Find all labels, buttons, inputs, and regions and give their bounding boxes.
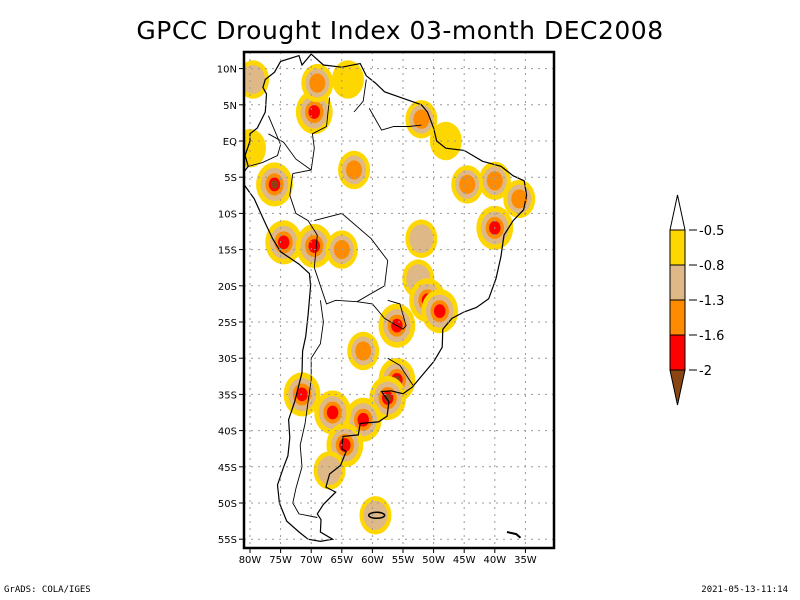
national-border bbox=[292, 300, 324, 518]
lat-tick-label: 10S bbox=[218, 209, 237, 220]
lat-tick-label: 20S bbox=[218, 282, 237, 293]
lat-tick-label: 55S bbox=[218, 535, 237, 546]
legend-below-triangle bbox=[669, 369, 686, 406]
drought-shade-contour bbox=[363, 500, 388, 530]
national-border bbox=[353, 79, 367, 113]
legend-color-box bbox=[669, 334, 686, 371]
drought-region bbox=[338, 150, 371, 190]
lat-tick-label: 40S bbox=[218, 427, 237, 438]
drought-shade-contour bbox=[326, 405, 339, 420]
legend-color-box bbox=[669, 264, 686, 301]
drought-shade-contour bbox=[357, 412, 369, 427]
drought-shade-contour bbox=[296, 387, 308, 402]
drought-region bbox=[244, 60, 270, 99]
gridlines bbox=[244, 52, 554, 548]
lon-tick-label: 40W bbox=[483, 555, 506, 566]
drought-shade-contour bbox=[346, 160, 363, 180]
south-america-coastline bbox=[244, 53, 528, 543]
lon-tick-label: 45W bbox=[453, 555, 476, 566]
national-border bbox=[387, 357, 414, 386]
drought-region bbox=[265, 220, 303, 265]
drought-region bbox=[313, 451, 346, 490]
drought-shade-contour bbox=[355, 341, 372, 361]
legend-color-box bbox=[669, 299, 686, 336]
lon-tick-label: 65W bbox=[330, 555, 353, 566]
lat-tick-label: 35S bbox=[218, 390, 237, 401]
drought-region bbox=[347, 331, 380, 371]
drought-shade-contour bbox=[486, 171, 503, 191]
lon-tick-label: 75W bbox=[269, 555, 292, 566]
national-border bbox=[357, 299, 407, 330]
lat-tick-label: 45S bbox=[218, 463, 237, 474]
lat-tick-label: 50S bbox=[218, 499, 237, 510]
drought-shade-contour bbox=[384, 393, 392, 403]
national-border bbox=[268, 133, 312, 171]
drought-shade-contour bbox=[339, 438, 351, 452]
legend-level-label: -2 bbox=[699, 364, 712, 379]
drought-region bbox=[429, 121, 462, 161]
drought-shade-contour bbox=[244, 65, 266, 94]
lat-tick-label: 10N bbox=[217, 65, 237, 76]
legend-level-label: -1.3 bbox=[699, 294, 724, 309]
lon-tick-label: 35W bbox=[514, 555, 537, 566]
legend-level-label: -0.8 bbox=[699, 259, 724, 274]
timestamp: 2021-05-13-11:14 bbox=[701, 585, 788, 595]
drought-region bbox=[331, 60, 364, 99]
grads-credit: GrADS: COLA/IGES bbox=[4, 585, 91, 595]
legend-level-label: -1.6 bbox=[699, 329, 724, 344]
falkland-islands bbox=[367, 511, 386, 520]
lat-tick-label: EQ bbox=[223, 137, 237, 148]
drought-region bbox=[503, 179, 536, 219]
drought-shade-contour bbox=[413, 109, 430, 129]
drought-region bbox=[478, 161, 511, 201]
national-border bbox=[292, 97, 331, 175]
legend-above-triangle bbox=[669, 194, 686, 231]
drought-region bbox=[256, 162, 293, 207]
lat-tick-label: 25S bbox=[218, 318, 237, 329]
drought-shade-contour bbox=[277, 235, 290, 250]
lat-tick-label: 15S bbox=[218, 246, 237, 257]
national-border bbox=[368, 108, 422, 131]
drought-shade-contour bbox=[317, 456, 342, 485]
drought-shading-layer bbox=[244, 60, 536, 535]
lon-tick-label: 55W bbox=[392, 555, 415, 566]
drought-shade-contour bbox=[511, 189, 528, 209]
legend-level-label: -0.5 bbox=[699, 224, 724, 239]
legend-color-box bbox=[669, 229, 686, 266]
drought-shade-contour bbox=[308, 105, 321, 119]
color-legend: -0.5 -0.8 -1.3 -1.6 -2 bbox=[669, 194, 724, 406]
national-border bbox=[248, 115, 282, 167]
lon-tick-label: 50W bbox=[422, 555, 445, 566]
drought-shade-contour bbox=[308, 239, 321, 253]
lon-tick-label: 70W bbox=[300, 555, 323, 566]
lon-tick-label: 60W bbox=[361, 555, 384, 566]
drought-region bbox=[405, 219, 438, 258]
drought-shade-contour bbox=[409, 224, 434, 254]
lat-tick-label: 5S bbox=[224, 173, 237, 184]
drought-shade-contour bbox=[429, 121, 462, 161]
drought-shade-contour bbox=[331, 60, 364, 99]
drought-region bbox=[359, 496, 392, 535]
south-georgia-island bbox=[506, 531, 522, 539]
axes: 10N 5N EQ 5S 10S 15S 20S 25S 30S 35S 40S 45S 50S 55S8… bbox=[217, 65, 537, 566]
lon-tick-label: 80W bbox=[239, 555, 262, 566]
lat-tick-label: 5N bbox=[223, 101, 237, 112]
national-border bbox=[289, 173, 318, 268]
plot-frame bbox=[242, 50, 556, 550]
map-title: GPCC Drought Index 03-month DEC2008 bbox=[136, 16, 664, 45]
drought-region bbox=[451, 165, 484, 204]
lat-tick-label: 30S bbox=[218, 354, 237, 365]
drought-shade-contour bbox=[433, 304, 446, 319]
drought-region bbox=[301, 63, 334, 103]
drought-shade-contour bbox=[309, 73, 326, 93]
drought-shade-contour bbox=[271, 180, 278, 189]
coastline-layer bbox=[244, 53, 528, 543]
drought-shade-contour bbox=[459, 174, 476, 195]
drought-region bbox=[421, 289, 459, 334]
